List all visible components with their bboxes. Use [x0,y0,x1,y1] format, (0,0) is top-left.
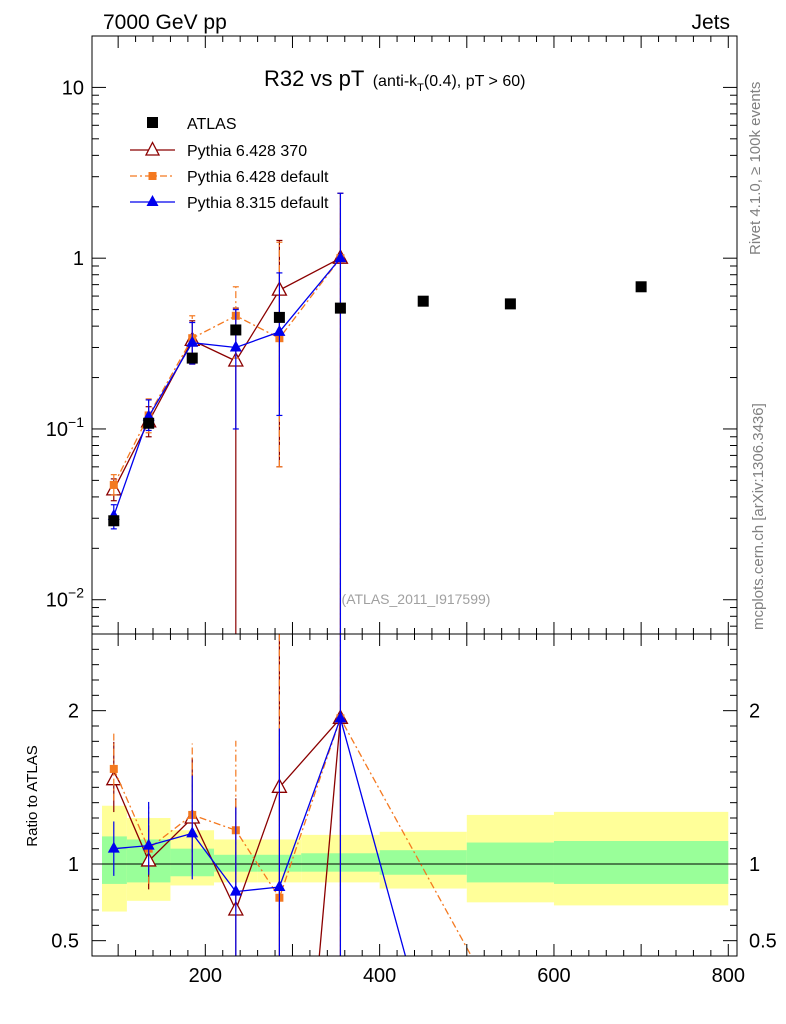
y-tick-label: 10−2 [46,585,84,612]
atlas-point [230,324,242,336]
y-tick-base: 10 [46,419,68,441]
atlas-point [108,515,120,527]
y-tick-exponent: −2 [68,585,84,601]
atlas-point [143,417,155,429]
ratio-series [105,634,473,956]
y-tick-base: 10 [46,590,68,612]
y-tick-base: 1 [73,248,84,270]
legend-marker-p6-default [148,172,157,180]
ratio-y-tick-label: 0.5 [51,931,79,953]
ratio-point-p8-default [273,880,286,891]
ratio-y-tick-label-right: 1 [749,854,760,876]
point-p8-default [229,340,242,352]
y-tick-label: 10 [62,77,84,99]
x-tick-label: 400 [363,965,396,987]
chart-title-main: R32 vs pT [264,66,364,91]
analysis-id-label: (ATLAS_2011_I917599) [342,591,491,607]
ratio-y-tick-label: 2 [68,701,79,723]
ratio-y-tick-label-right: 2 [749,701,760,723]
legend-label-p6-default: Pythia 6.428 default [187,169,329,186]
atlas-point [504,298,516,310]
legend: ATLAS Pythia 6.428 370 Pythia 6.428 defa… [130,116,329,212]
band-inner-8 [553,841,729,884]
atlas-data [108,281,647,527]
chart-title-suffix-b: (0.4), pT > 60) [424,73,526,90]
series-p8-default [107,192,347,634]
rivet-version-label: Rivet 4.1.0, ≥ 100k events [747,82,764,255]
point-p8-default [334,251,347,263]
ratio-y-tick-label: 1 [68,854,79,876]
ratio-point-p8-default [107,841,120,853]
ratio-point-p6-default [109,764,118,773]
chart-title-suffix-a: (anti-k [373,73,418,90]
ratio-bands [102,805,729,912]
header-energy-label: 7000 GeV pp [103,11,227,34]
point-p8-default [186,335,199,347]
ratio-point-p8-default [186,826,199,838]
mcplots-source-label: mcplots.cern.ch [arXiv:1306.3436] [750,403,767,630]
ratio-frame [91,633,738,957]
point-p8-default [273,324,286,336]
ratio-y-tick-label-right: 0.5 [749,931,777,953]
point-p6-default [109,480,118,489]
x-tick-label: 800 [712,965,745,987]
line-p8-default [113,257,341,517]
band-inner-7 [466,842,554,883]
atlas-point [186,352,198,364]
ratio-panel [92,634,737,956]
atlas-point [334,302,346,314]
y-tick-exponent: −1 [68,414,84,430]
legend-label-p6-370: Pythia 6.428 370 [187,143,307,160]
main-panel [105,192,647,634]
y-tick-label: 1 [73,248,84,270]
ratio-point-p8-default [334,711,347,723]
chart-title-subscript: T [417,82,424,94]
x-tick-label: 200 [189,965,222,987]
atlas-point [273,311,285,323]
atlas-point [417,295,429,307]
line-p6-default [113,257,341,486]
series-p6-370 [105,192,349,634]
ratio-point-p8-default [229,884,242,896]
legend-marker-atlas [147,117,158,128]
chart-title: R32 vs pT (anti-kT(0.4), pT > 60) [264,66,525,94]
band-inner-6 [379,850,467,875]
x-tick-label: 600 [537,965,570,987]
series-p6-default [109,192,345,634]
main-series [105,192,349,634]
y-tick-base: 10 [62,77,84,99]
ratio-p8-default [107,634,407,956]
line-p6-370 [113,257,341,491]
legend-marker-p6-370 [144,141,161,156]
atlas-point [635,281,647,293]
ratio-point-p8-default [142,838,155,850]
legend-label-p8-default: Pythia 8.315 default [187,195,329,212]
ratio-ylabel: Ratio to ATLAS [24,745,41,846]
y-tick-label: 10−1 [46,414,84,441]
header-jets-label: Jets [691,11,730,34]
legend-label-atlas: ATLAS [187,116,237,133]
legend-marker-p8-default [146,195,159,206]
